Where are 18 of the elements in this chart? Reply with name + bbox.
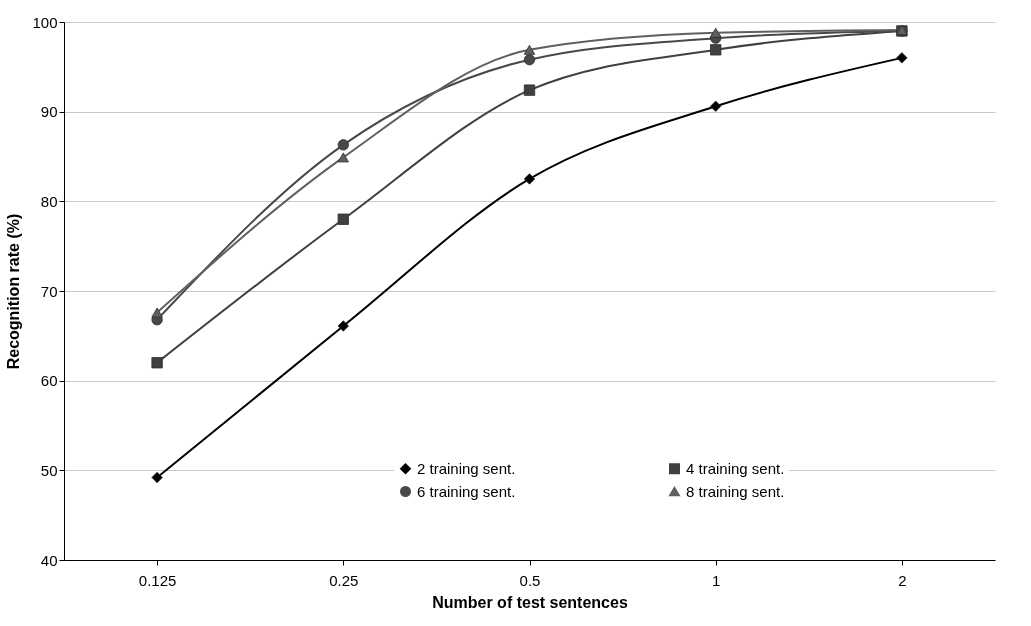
y-tick-label: 70 bbox=[40, 282, 58, 300]
y-tick-label: 60 bbox=[40, 372, 58, 390]
x-tick-label: 2 bbox=[898, 571, 907, 589]
x-tick-label: 0.125 bbox=[138, 571, 177, 589]
legend-label: 2 training sent. bbox=[417, 459, 516, 477]
y-tick-label: 40 bbox=[40, 551, 58, 569]
x-axis-title: Number of test sentences bbox=[432, 593, 628, 611]
x-tick-label: 1 bbox=[712, 571, 721, 589]
x-tick-label: 0.25 bbox=[329, 571, 359, 589]
y-tick-label: 50 bbox=[40, 461, 58, 479]
y-axis-title: Recognition rate (%) bbox=[5, 213, 23, 370]
y-tick-label: 80 bbox=[40, 192, 58, 210]
y-tick-label: 100 bbox=[32, 13, 58, 31]
legend-label: 8 training sent. bbox=[686, 482, 785, 500]
x-tick-label: 0.5 bbox=[519, 571, 541, 589]
y-tick-label: 90 bbox=[40, 103, 58, 121]
legend-label: 4 training sent. bbox=[686, 459, 785, 477]
legend-label: 6 training sent. bbox=[417, 482, 516, 500]
